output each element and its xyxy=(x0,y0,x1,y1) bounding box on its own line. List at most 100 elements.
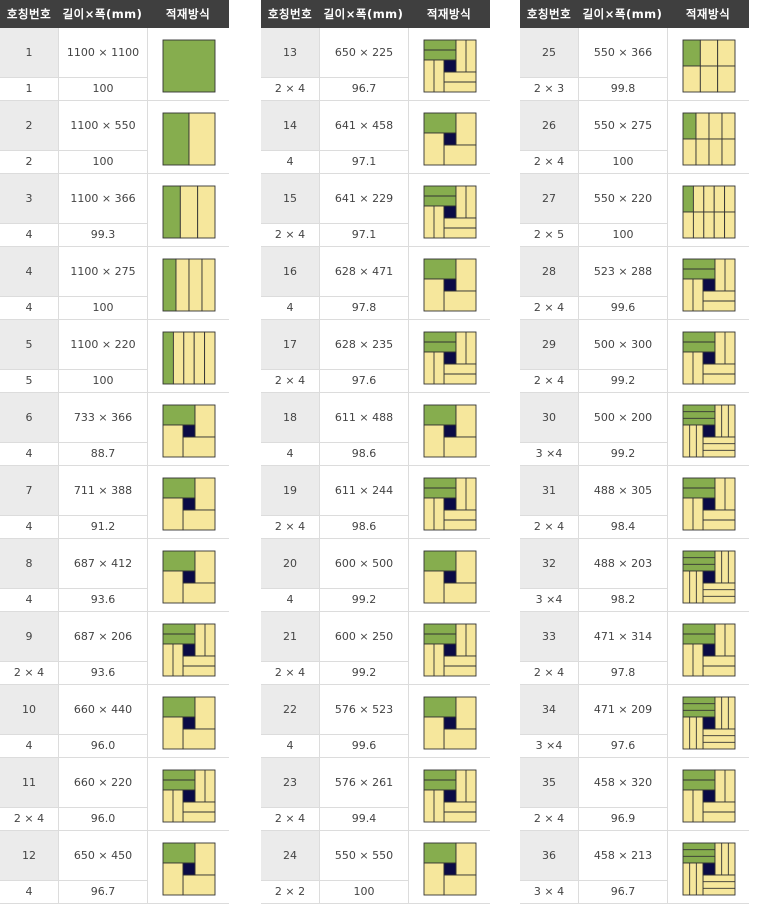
pallet-box xyxy=(717,65,736,93)
stacking-diagram xyxy=(147,101,229,174)
table-row: 18 611 × 488 4 98.6 xyxy=(261,393,490,466)
stacking-count: 2 × 3 xyxy=(520,78,578,101)
pallet-center-void xyxy=(702,789,716,803)
stacking-diagram xyxy=(147,28,229,101)
designation-number: 17 xyxy=(261,320,319,370)
loading-efficiency: 98.4 xyxy=(578,516,667,539)
pallet-center-void xyxy=(702,570,716,584)
pallet-box xyxy=(443,728,477,750)
pallet-box xyxy=(721,138,736,166)
pallet-box xyxy=(162,550,196,572)
pallet-pattern-pinwheel xyxy=(423,112,477,166)
dimensions: 458 × 213 xyxy=(578,831,667,881)
pallet-pattern-grid2x4 xyxy=(682,112,736,166)
pallet-pattern-pinwheel xyxy=(162,404,216,458)
dimensions: 711 × 388 xyxy=(58,466,147,516)
pallet-box xyxy=(182,874,216,896)
loading-efficiency: 98.2 xyxy=(578,589,667,612)
loading-efficiency: 97.1 xyxy=(319,224,408,247)
pallet-pattern-strips4 xyxy=(162,258,216,312)
table-row: 17 628 × 235 2 × 4 97.6 xyxy=(261,320,490,393)
dimensions: 687 × 206 xyxy=(58,612,147,662)
pallet-box xyxy=(702,728,736,750)
stacking-count: 4 xyxy=(0,297,58,320)
table-row: 33 471 × 314 2 × 4 97.8 xyxy=(520,612,749,685)
designation-number: 11 xyxy=(0,758,58,808)
loading-efficiency: 99.3 xyxy=(58,224,147,247)
stacking-count: 2 × 4 xyxy=(520,808,578,831)
loading-efficiency: 96.0 xyxy=(58,808,147,831)
pallet-box xyxy=(713,185,726,213)
designation-number: 8 xyxy=(0,539,58,589)
stacking-diagram xyxy=(408,539,490,612)
pallet-box xyxy=(702,436,736,458)
pallet-box xyxy=(721,112,736,140)
stacking-count: 3 × 4 xyxy=(520,881,578,904)
table-row: 28 523 × 288 2 × 4 99.6 xyxy=(520,247,749,320)
pallet-box xyxy=(695,112,710,140)
pallet-pattern-pinwheel xyxy=(423,696,477,750)
stacking-diagram xyxy=(408,612,490,685)
pallet-box xyxy=(714,696,736,730)
pallet-box xyxy=(714,550,736,584)
pallet-box xyxy=(682,65,701,93)
table-row: 20 600 × 500 4 99.2 xyxy=(261,539,490,612)
pallet-box xyxy=(702,582,736,604)
pallet-box xyxy=(682,550,716,572)
pallet-center-void xyxy=(182,497,196,511)
designation-number: 20 xyxy=(261,539,319,589)
loading-efficiency: 96.7 xyxy=(319,78,408,101)
dimensions: 611 × 244 xyxy=(319,466,408,516)
stacking-diagram xyxy=(667,831,749,904)
dimensions: 471 × 314 xyxy=(578,612,667,662)
stacking-count: 3 ×4 xyxy=(520,443,578,466)
dimensions: 687 × 412 xyxy=(58,539,147,589)
pallet-box xyxy=(162,331,174,385)
pallet-box xyxy=(682,716,704,750)
stacking-count: 2 × 4 xyxy=(0,808,58,831)
stacking-count: 4 xyxy=(261,443,319,466)
designation-number: 31 xyxy=(520,466,578,516)
table-row: 22 576 × 523 4 99.6 xyxy=(261,685,490,758)
pallet-box xyxy=(162,497,184,531)
header-dim: 길이×폭(mm) xyxy=(62,7,143,21)
designation-number: 18 xyxy=(261,393,319,443)
stacking-diagram xyxy=(667,758,749,831)
pallet-box xyxy=(702,874,736,896)
dimensions: 1100 × 1100 xyxy=(58,28,147,78)
designation-number: 9 xyxy=(0,612,58,662)
designation-number: 27 xyxy=(520,174,578,224)
pallet-center-void xyxy=(702,278,716,292)
loading-efficiency: 99.2 xyxy=(319,589,408,612)
pallet-center-void xyxy=(443,497,457,511)
table-row: 21 600 × 250 2 × 4 99.2 xyxy=(261,612,490,685)
pallet-box xyxy=(682,138,697,166)
loading-efficiency: 100 xyxy=(58,297,147,320)
pallet-pattern-pinwheel3 xyxy=(682,842,736,896)
pallet-center-void xyxy=(702,862,716,876)
dimensions: 488 × 305 xyxy=(578,466,667,516)
loading-efficiency: 98.6 xyxy=(319,516,408,539)
loading-efficiency: 96.7 xyxy=(578,881,667,904)
pallet-box xyxy=(423,696,457,718)
stacking-count: 2 × 4 xyxy=(261,78,319,101)
stacking-diagram xyxy=(408,393,490,466)
pallet-box xyxy=(423,278,445,312)
pallet-pattern-pinwheel xyxy=(423,842,477,896)
pallet-box xyxy=(713,211,726,239)
dimensions: 1100 × 220 xyxy=(58,320,147,370)
stacking-count: 4 xyxy=(0,224,58,247)
pallet-center-void xyxy=(182,570,196,584)
designation-number: 23 xyxy=(261,758,319,808)
pallet-pattern-pinwheel2 xyxy=(682,331,736,385)
designation-number: 28 xyxy=(520,247,578,297)
stacking-diagram xyxy=(147,758,229,831)
pallet-pattern-pinwheel xyxy=(423,404,477,458)
pallet-box xyxy=(699,39,719,67)
pallet-box xyxy=(423,862,445,896)
pallet-box xyxy=(682,842,716,864)
stacking-count: 2 × 4 xyxy=(0,662,58,685)
pallet-center-void xyxy=(182,424,196,438)
dimensions: 471 × 209 xyxy=(578,685,667,735)
pallet-box xyxy=(179,185,199,239)
